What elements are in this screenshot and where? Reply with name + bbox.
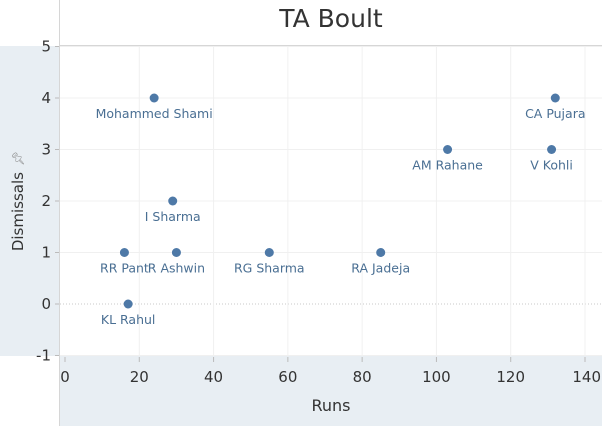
- y-tick-label: 0: [41, 295, 51, 313]
- x-tick-label: 120: [496, 368, 525, 386]
- point-label: RA Jadeja: [351, 261, 410, 276]
- point-label: V Kohli: [530, 158, 573, 173]
- data-points: [119, 93, 560, 309]
- left-divider: [59, 0, 60, 426]
- x-axis-label: Runs: [311, 396, 351, 415]
- data-point: [123, 299, 133, 309]
- title-divider: [60, 45, 602, 46]
- point-label: CA Pujara: [525, 106, 585, 121]
- data-point: [168, 196, 178, 206]
- y-axis-panel: [0, 46, 59, 356]
- y-tick-label: 5: [41, 38, 51, 56]
- point-label: KL Rahul: [101, 312, 156, 327]
- x-tick-label: 140: [572, 368, 601, 386]
- data-point: [149, 93, 159, 103]
- point-label: RG Sharma: [234, 261, 305, 276]
- x-tick-label: 80: [353, 368, 372, 386]
- data-point: [171, 248, 181, 257]
- y-tick-label: -1: [36, 347, 51, 365]
- x-tick-label: 0: [60, 368, 70, 386]
- y-tick-label: 2: [41, 192, 51, 210]
- point-label: Mohammed Shami: [96, 106, 213, 121]
- x-tick-label: 40: [204, 368, 223, 386]
- x-tick-label: 100: [422, 368, 451, 386]
- point-label: RR Pant: [100, 261, 149, 276]
- data-point: [376, 248, 386, 257]
- x-tick-label: 20: [130, 368, 149, 386]
- x-tick-labels: 0 20 40 60 80 100 120 140: [60, 357, 601, 386]
- y-tick-labels: -1 0 1 2 3 4 5: [36, 38, 59, 365]
- y-tick-label: 4: [41, 89, 51, 107]
- data-point: [119, 248, 129, 257]
- data-point: [264, 248, 274, 257]
- x-axis-panel: [60, 356, 602, 426]
- y-tick-label: 1: [41, 244, 51, 262]
- grid: [60, 46, 602, 356]
- point-labels: Mohammed Shami CA Pujara AM Rahane V Kohli I…: [96, 106, 586, 327]
- point-label: R Ashwin: [148, 261, 205, 276]
- data-point: [550, 93, 560, 103]
- point-label: I Sharma: [145, 209, 201, 224]
- x-tick-label: 60: [278, 368, 297, 386]
- point-label: AM Rahane: [412, 158, 483, 173]
- y-tick-label: 3: [41, 141, 51, 159]
- data-point: [547, 145, 557, 154]
- data-point: [443, 145, 453, 154]
- chart-title: TA Boult: [279, 4, 383, 33]
